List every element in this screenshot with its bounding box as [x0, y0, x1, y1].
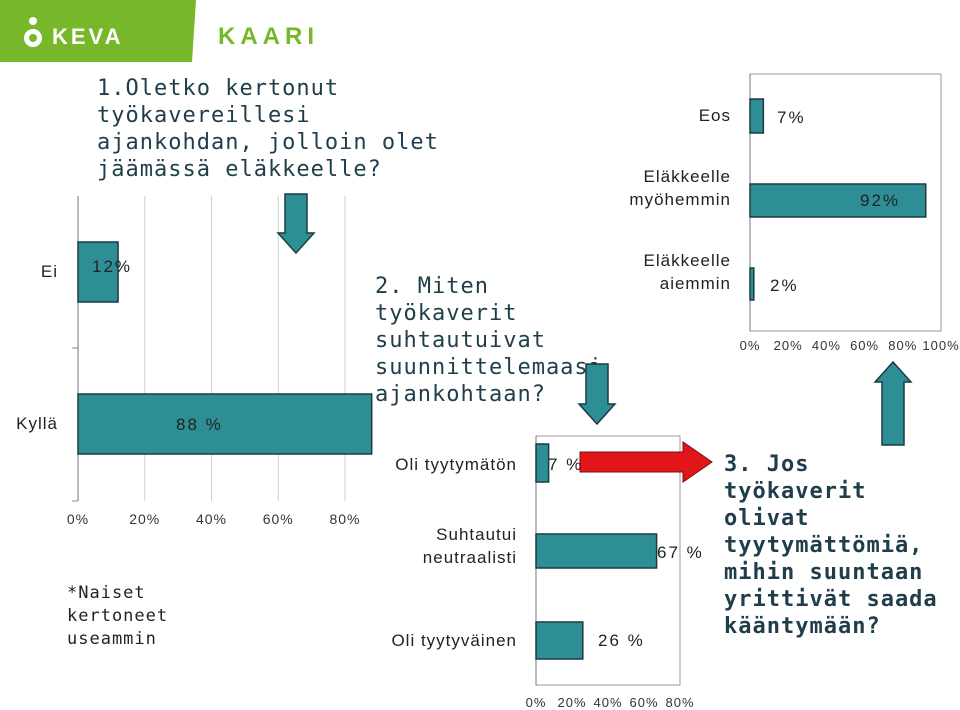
keva-logo-background [0, 0, 196, 62]
category-label-q2-0: Eos [699, 106, 731, 125]
header-band: KEVA KAARI [0, 0, 319, 62]
question-2: 2. Miten työkaverit suhtautuivat suunnit… [375, 274, 603, 407]
category-label-q3-0: Oli tyytymätön [395, 455, 517, 474]
keva-logo-text: KEVA [52, 24, 124, 49]
tick-label-q1-0: 0% [67, 511, 89, 527]
question-3: 3. Jos työkaverit olivat tyytymättömiä, … [724, 452, 938, 639]
value-label-q3-0: 7 % [548, 455, 583, 474]
bar-q2-1 [749, 183, 927, 218]
tick-label-q2-5: 100% [922, 338, 959, 353]
kaari-logo-text: KAARI [218, 23, 319, 50]
tick-label-q2-2: 40% [812, 338, 841, 353]
category-label-q3-1: Suhtautui neutraalisti [423, 525, 517, 567]
keva-logo-mark [23, 17, 42, 48]
bar-q3-2 [535, 621, 584, 660]
value-label-q2-1: 92% [860, 191, 900, 210]
tick-label-q2-4: 80% [888, 338, 917, 353]
bar-q2-0 [749, 98, 765, 134]
tick-label-q3-0: 0% [526, 695, 547, 710]
bar-q3-0 [535, 443, 550, 483]
tick-label-q3-2: 40% [593, 695, 622, 710]
category-label-q1-0: Ei [41, 262, 58, 281]
value-label-q1-1: 88 % [176, 415, 223, 434]
bar-q2-2 [749, 267, 755, 301]
tick-label-q2-0: 0% [740, 338, 761, 353]
tick-label-q1-4: 80% [329, 511, 360, 527]
tick-label-q1-1: 20% [129, 511, 160, 527]
tick-label-q1-2: 40% [196, 511, 227, 527]
category-label-q1-1: Kyllä [16, 414, 58, 433]
bar-q1-0 [77, 241, 119, 303]
value-label-q3-2: 26 % [598, 631, 645, 650]
tick-label-q3-1: 20% [557, 695, 586, 710]
tick-label-q2-1: 20% [774, 338, 803, 353]
category-label-q2-2: Eläkkeelle aiemmin [644, 251, 732, 293]
category-label-q2-1: Eläkkeelle myöhemmin [629, 167, 731, 209]
value-label-q1-0: 12% [92, 257, 132, 276]
tick-label-q3-4: 80% [665, 695, 694, 710]
tick-label-q3-3: 60% [629, 695, 658, 710]
bar-q3-1 [535, 533, 658, 569]
value-label-q3-1: 67 % [657, 543, 704, 562]
category-label-q3-2: Oli tyytyväinen [391, 631, 517, 650]
question-1: 1.Oletko kertonut työkavereillesi ajanko… [97, 76, 439, 182]
bar-q1-1 [77, 393, 373, 455]
value-label-q2-0: 7% [777, 108, 806, 127]
tick-label-q2-3: 60% [850, 338, 879, 353]
tick-label-q1-3: 60% [263, 511, 294, 527]
value-label-q2-2: 2% [770, 276, 799, 295]
footnote: *Naiset kertoneet useammin [67, 583, 169, 649]
